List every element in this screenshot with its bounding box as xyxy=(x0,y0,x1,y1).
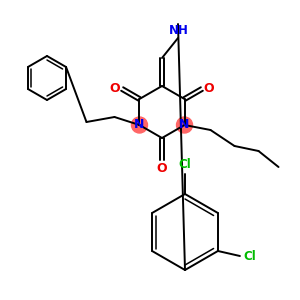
Circle shape xyxy=(131,117,148,133)
Text: O: O xyxy=(157,163,167,176)
Text: Cl: Cl xyxy=(178,158,191,172)
Text: N: N xyxy=(134,118,145,131)
Text: Cl: Cl xyxy=(244,250,256,262)
Text: N: N xyxy=(179,118,190,131)
Text: NH: NH xyxy=(169,25,189,38)
Text: O: O xyxy=(203,82,214,95)
Text: O: O xyxy=(110,82,121,95)
Circle shape xyxy=(176,117,193,133)
